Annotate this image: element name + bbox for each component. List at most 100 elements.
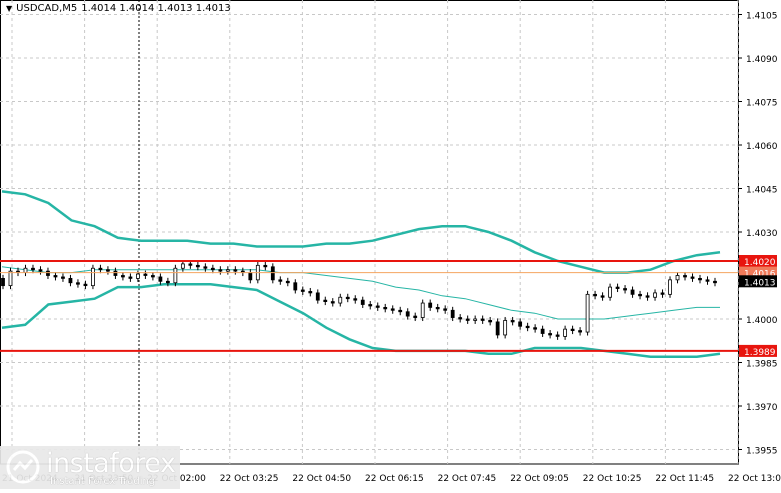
x-tick-label: 22 Oct 13:05 bbox=[728, 474, 781, 484]
plot-border bbox=[0, 0, 739, 465]
candle-body bbox=[653, 292, 657, 298]
candle-body bbox=[578, 330, 582, 333]
dropdown-triangle-icon[interactable]: ▼ bbox=[6, 4, 13, 13]
price-label-text: 1.3989 bbox=[744, 348, 776, 358]
candle-body bbox=[8, 270, 13, 287]
candle-body bbox=[533, 327, 538, 330]
candle-body bbox=[38, 269, 43, 272]
candle-body bbox=[375, 305, 380, 308]
candle-body bbox=[345, 296, 350, 300]
candle-body bbox=[308, 291, 313, 294]
x-tick-label: 22 Oct 11:45 bbox=[655, 474, 714, 484]
y-tick-label: 1.4045 bbox=[746, 186, 778, 196]
candle-body bbox=[31, 267, 35, 271]
candle-body bbox=[353, 298, 358, 301]
symbol-header: ▼ USDCAD,M5 1.4014 1.4014 1.4013 1.4013 bbox=[6, 3, 231, 14]
price-label-box bbox=[739, 344, 777, 357]
candle-body bbox=[450, 309, 455, 318]
candle-body bbox=[518, 321, 523, 327]
candle-body bbox=[368, 304, 373, 307]
candle-body bbox=[233, 269, 238, 272]
candle-body bbox=[128, 276, 133, 279]
candle-body bbox=[195, 264, 200, 268]
candle-body bbox=[413, 315, 418, 318]
x-tick-label: 22 Oct 10:25 bbox=[583, 474, 642, 484]
candle-body bbox=[645, 295, 650, 298]
x-tick-label: 22 Oct 09:05 bbox=[510, 474, 569, 484]
price-label-text: 1.4016 bbox=[744, 270, 776, 280]
indicator-band-line bbox=[1, 266, 720, 320]
y-tick-label: 1.4060 bbox=[746, 142, 778, 152]
candle-body bbox=[563, 328, 568, 337]
y-tick-label: 1.3985 bbox=[746, 360, 778, 370]
candle-body bbox=[675, 275, 680, 281]
candle-body bbox=[158, 276, 163, 282]
y-tick-label: 1.3955 bbox=[746, 447, 778, 457]
candle-body bbox=[638, 293, 642, 297]
brand-watermark: instaforex Instant Forex Trading bbox=[0, 446, 180, 489]
candle-body bbox=[383, 306, 388, 310]
candle-body bbox=[218, 269, 223, 272]
candle-body bbox=[106, 269, 110, 272]
y-tick-label: 1.3970 bbox=[746, 403, 778, 413]
candle-body bbox=[443, 308, 448, 311]
brand-tagline: Instant Forex Trading bbox=[50, 476, 156, 487]
candle-body bbox=[23, 267, 28, 273]
candle-body bbox=[398, 309, 403, 313]
candle-body bbox=[585, 293, 590, 333]
candle-body bbox=[405, 311, 410, 317]
candle-body bbox=[270, 266, 275, 281]
brand-name: instaforex bbox=[46, 448, 176, 479]
candle-body bbox=[210, 267, 215, 271]
candle-body bbox=[53, 275, 58, 278]
candle-body bbox=[293, 282, 298, 291]
candle-body bbox=[98, 267, 103, 271]
candle-body bbox=[165, 280, 170, 284]
candle-body bbox=[660, 292, 665, 295]
candle-body bbox=[143, 273, 148, 276]
candle-body bbox=[61, 276, 65, 279]
candle-body bbox=[458, 317, 463, 320]
candle-body bbox=[136, 273, 140, 279]
candle-body bbox=[338, 296, 343, 304]
candle-body bbox=[263, 264, 268, 268]
x-tick-label: 22 Oct 06:15 bbox=[365, 474, 424, 484]
candle-body bbox=[1, 277, 5, 287]
candle-body bbox=[570, 328, 575, 331]
indicator-band-line bbox=[1, 190, 721, 274]
y-tick-label: 1.4000 bbox=[746, 316, 778, 326]
price-label-box bbox=[739, 255, 777, 267]
y-tick-label: 1.4075 bbox=[746, 99, 778, 109]
x-tick-label: 22 Oct 04:50 bbox=[292, 474, 351, 484]
candle-body bbox=[690, 276, 695, 279]
candle-body bbox=[540, 328, 545, 334]
candle-body bbox=[278, 279, 283, 282]
candle-body bbox=[248, 272, 253, 281]
candle-body bbox=[435, 306, 440, 310]
candle-body bbox=[188, 263, 193, 266]
price-label-box bbox=[739, 275, 777, 288]
candle-body bbox=[503, 320, 508, 336]
candle-body bbox=[593, 293, 597, 297]
candle-body bbox=[180, 263, 185, 269]
candle-body bbox=[203, 266, 208, 269]
candle-body bbox=[330, 301, 335, 304]
ohlc-values: 1.4014 1.4014 1.4013 1.4013 bbox=[81, 3, 231, 14]
candle-body bbox=[428, 302, 433, 308]
candle-body bbox=[488, 320, 493, 323]
candle-body bbox=[173, 267, 178, 284]
candle-body bbox=[668, 279, 672, 295]
candle-body bbox=[548, 333, 553, 336]
y-tick-label: 1.4090 bbox=[746, 55, 778, 65]
candle-body bbox=[83, 283, 88, 287]
candle-body bbox=[698, 277, 702, 281]
candle-body bbox=[630, 289, 635, 295]
candle-body bbox=[495, 321, 500, 336]
candle-body bbox=[390, 308, 395, 311]
symbol-label: USDCAD,M5 bbox=[16, 3, 78, 14]
candle-body bbox=[420, 302, 425, 318]
candle-body bbox=[525, 325, 530, 329]
candle-body bbox=[608, 286, 612, 298]
